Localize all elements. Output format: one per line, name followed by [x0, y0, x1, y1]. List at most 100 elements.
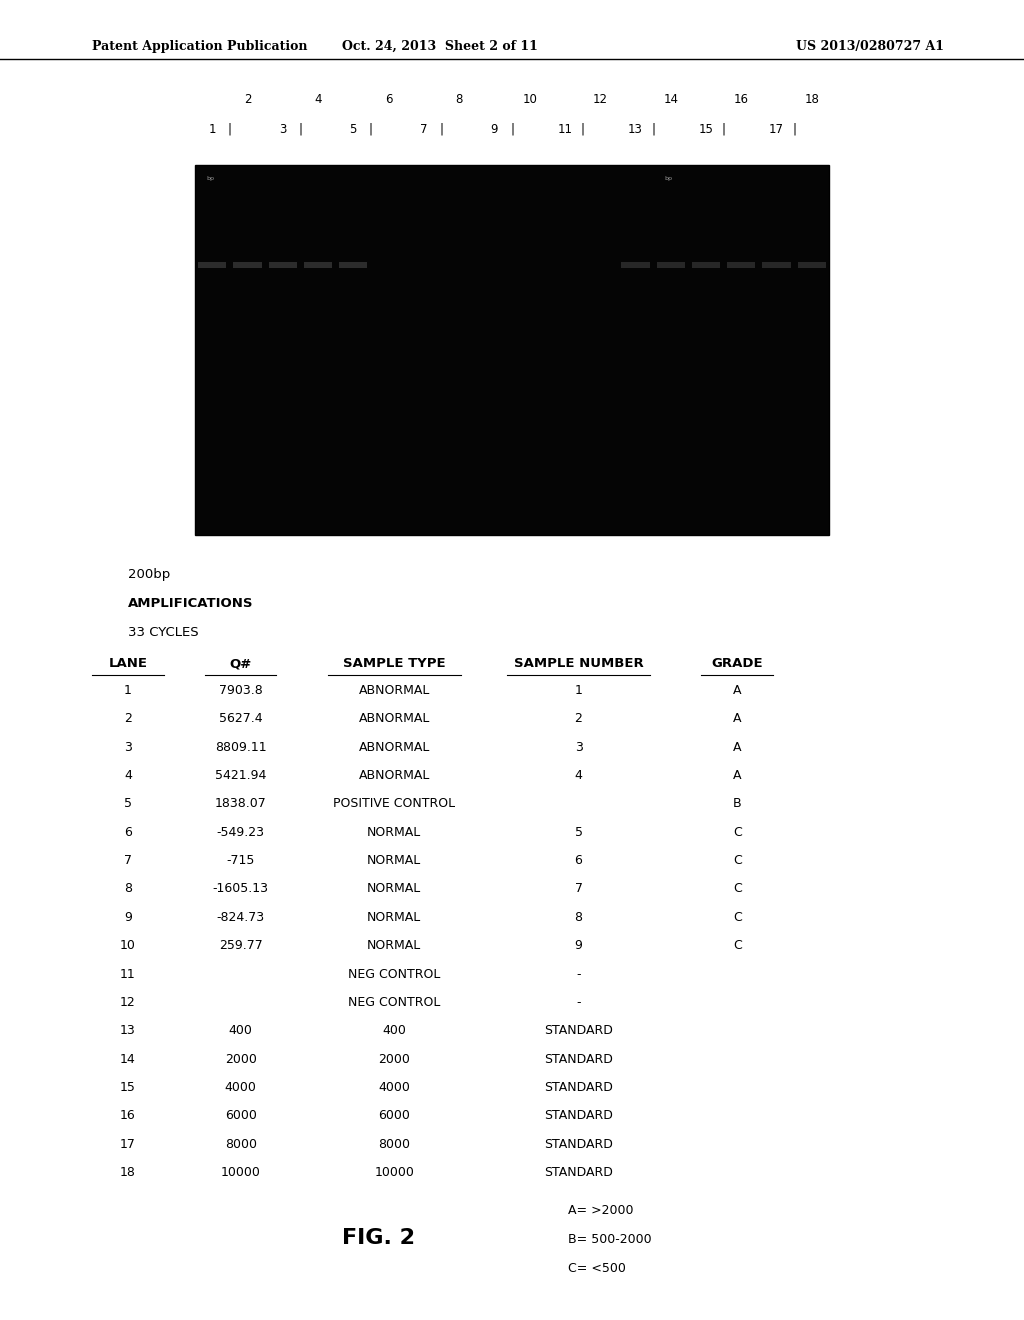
Text: 5: 5 [574, 826, 583, 838]
Text: STANDARD: STANDARD [544, 1167, 613, 1179]
Text: |: | [651, 123, 655, 136]
Text: 3: 3 [280, 123, 287, 136]
Text: -: - [577, 968, 581, 981]
Text: 13: 13 [628, 123, 643, 136]
Text: |: | [227, 123, 231, 136]
Bar [763, 261, 791, 268]
Text: 6: 6 [124, 826, 132, 838]
Text: 10000: 10000 [375, 1167, 414, 1179]
Text: 5: 5 [349, 123, 357, 136]
Text: STANDARD: STANDARD [544, 1081, 613, 1094]
Bar [339, 261, 368, 268]
Bar [268, 261, 297, 268]
Text: 6: 6 [385, 92, 392, 106]
Text: 16: 16 [120, 1109, 136, 1122]
Text: |: | [793, 123, 797, 136]
Text: |: | [439, 123, 443, 136]
Text: 18: 18 [120, 1167, 136, 1179]
Text: 3: 3 [574, 741, 583, 754]
Text: 33 CYCLES: 33 CYCLES [128, 626, 199, 639]
Text: 12: 12 [120, 995, 136, 1008]
Text: NORMAL: NORMAL [368, 911, 421, 924]
Text: STANDARD: STANDARD [544, 1109, 613, 1122]
Bar [304, 261, 332, 268]
Text: 6000: 6000 [378, 1109, 411, 1122]
Text: |: | [510, 123, 514, 136]
Text: 7: 7 [124, 854, 132, 867]
Text: 6000: 6000 [224, 1109, 257, 1122]
Text: 6: 6 [574, 854, 583, 867]
Bar [692, 261, 720, 268]
Text: A: A [733, 713, 741, 725]
Text: AMPLIFICATIONS: AMPLIFICATIONS [128, 597, 254, 610]
Text: 8: 8 [574, 911, 583, 924]
Text: NORMAL: NORMAL [368, 854, 421, 867]
Text: B= 500-2000: B= 500-2000 [568, 1233, 652, 1246]
Text: bp: bp [665, 176, 673, 181]
Text: C: C [733, 940, 741, 952]
Text: C: C [733, 882, 741, 895]
Text: |: | [298, 123, 302, 136]
Text: US 2013/0280727 A1: US 2013/0280727 A1 [797, 40, 944, 53]
Text: 259.77: 259.77 [219, 940, 262, 952]
Text: 4000: 4000 [378, 1081, 411, 1094]
Text: 4000: 4000 [224, 1081, 257, 1094]
Text: FIG. 2: FIG. 2 [342, 1228, 416, 1247]
Text: 11: 11 [557, 123, 572, 136]
Text: 15: 15 [698, 123, 714, 136]
Text: 4: 4 [314, 92, 322, 106]
Text: NORMAL: NORMAL [368, 826, 421, 838]
Text: 8809.11: 8809.11 [215, 741, 266, 754]
Text: bp: bp [207, 176, 215, 181]
Text: 13: 13 [120, 1024, 136, 1038]
Text: STANDARD: STANDARD [544, 1024, 613, 1038]
Text: 4: 4 [574, 768, 583, 781]
Bar [656, 261, 685, 268]
Text: 8: 8 [124, 882, 132, 895]
Text: Oct. 24, 2013  Sheet 2 of 11: Oct. 24, 2013 Sheet 2 of 11 [342, 40, 539, 53]
Text: 10: 10 [522, 92, 537, 106]
Text: 14: 14 [120, 1053, 136, 1065]
Text: 11: 11 [120, 968, 136, 981]
Text: -: - [577, 995, 581, 1008]
Text: 2: 2 [244, 92, 251, 106]
Text: 2: 2 [574, 713, 583, 725]
Text: 2: 2 [124, 713, 132, 725]
Text: B: B [733, 797, 741, 810]
Text: 4: 4 [124, 768, 132, 781]
Text: 7: 7 [574, 882, 583, 895]
Text: A= >2000: A= >2000 [568, 1204, 634, 1217]
Text: 400: 400 [228, 1024, 253, 1038]
Text: ABNORMAL: ABNORMAL [358, 684, 430, 697]
Bar [622, 261, 649, 268]
Bar [198, 261, 226, 268]
Text: 15: 15 [120, 1081, 136, 1094]
Text: 9: 9 [490, 123, 498, 136]
Text: 400: 400 [382, 1024, 407, 1038]
Text: A: A [733, 768, 741, 781]
Text: 16: 16 [734, 92, 749, 106]
Text: Q#: Q# [229, 657, 252, 671]
Bar [195, 165, 829, 535]
Text: SAMPLE TYPE: SAMPLE TYPE [343, 657, 445, 671]
Text: -1605.13: -1605.13 [213, 882, 268, 895]
Text: 1: 1 [574, 684, 583, 697]
Text: 1838.07: 1838.07 [215, 797, 266, 810]
Text: NEG CONTROL: NEG CONTROL [348, 995, 440, 1008]
Text: C: C [733, 826, 741, 838]
Text: STANDARD: STANDARD [544, 1138, 613, 1151]
Text: 18: 18 [805, 92, 819, 106]
Text: A: A [733, 741, 741, 754]
Text: SAMPLE NUMBER: SAMPLE NUMBER [514, 657, 643, 671]
Text: 5421.94: 5421.94 [215, 768, 266, 781]
Text: 9: 9 [574, 940, 583, 952]
Text: 3: 3 [124, 741, 132, 754]
Text: 12: 12 [593, 92, 607, 106]
Bar [727, 261, 756, 268]
Text: 200bp: 200bp [128, 568, 170, 581]
Text: GRADE: GRADE [712, 657, 763, 671]
Text: 2000: 2000 [378, 1053, 411, 1065]
Text: NORMAL: NORMAL [368, 882, 421, 895]
Text: A: A [733, 684, 741, 697]
Text: C= <500: C= <500 [568, 1262, 627, 1275]
